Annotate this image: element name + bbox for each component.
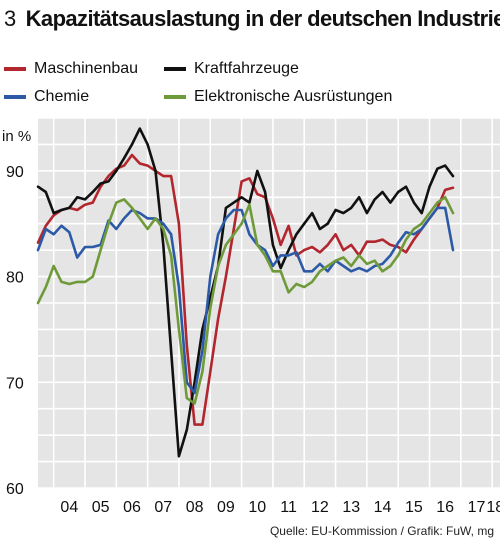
legend-label-elektronische-ausruestungen: Elektronische Ausrüstungen xyxy=(194,88,393,105)
chart-title: 3 Kapazitätsauslastung in der deutschen I… xyxy=(4,6,500,32)
chart-number: 3 xyxy=(4,6,16,31)
x-tick-label: 05 xyxy=(92,499,110,516)
y-tick-label: 70 xyxy=(6,375,24,392)
x-tick-label: 07 xyxy=(154,499,172,516)
x-tick-label: 15 xyxy=(405,499,423,516)
x-tick-label: 14 xyxy=(374,499,392,516)
x-tick-label: 12 xyxy=(311,499,329,516)
x-tick-label: 16 xyxy=(436,499,454,516)
x-tick-label: 09 xyxy=(217,499,235,516)
series-line-kraftfahrzeuge xyxy=(36,127,455,458)
legend-label-chemie: Chemie xyxy=(34,88,90,105)
x-tick-label: 04 xyxy=(60,499,78,516)
legend-item-elektronische-ausruestungen: Elektronische Ausrüstungen xyxy=(164,88,392,106)
legend-label-kraftfahrzeuge: Kraftfahrzeuge xyxy=(194,60,299,77)
legend-item-maschinenbau: Maschinenbau xyxy=(4,60,138,78)
x-tick-label: 06 xyxy=(123,499,141,516)
legend-item-chemie: Chemie xyxy=(4,88,89,106)
series-line-elektronische-ausr-stungen xyxy=(36,196,455,405)
x-tick-label: 18 xyxy=(486,499,500,516)
x-tick-label: 10 xyxy=(248,499,266,516)
y-axis-label: in % xyxy=(2,128,31,145)
x-tick-label: 13 xyxy=(342,499,360,516)
legend-swatch-elektronische-ausruestungen xyxy=(164,95,186,99)
series-line-maschinenbau xyxy=(36,153,455,426)
y-tick-label: 60 xyxy=(6,481,24,498)
legend-swatch-chemie xyxy=(4,95,26,99)
legend-label-maschinenbau: Maschinenbau xyxy=(34,60,139,77)
legend-swatch-kraftfahrzeuge xyxy=(164,67,186,71)
legend-item-kraftfahrzeuge: Kraftfahrzeuge xyxy=(164,60,299,78)
x-tick-label: 08 xyxy=(186,499,204,516)
legend-swatch-maschinenbau xyxy=(4,67,26,71)
y-tick-label: 80 xyxy=(6,270,24,287)
x-tick-label: 11 xyxy=(280,499,297,516)
x-tick-label: 17 xyxy=(468,499,486,516)
source-note: Quelle: EU-Kommission / Grafik: FuW, mg xyxy=(269,524,494,538)
chart-title-text: Kapazitätsauslastung in der deutschen In… xyxy=(25,6,500,31)
y-tick-label: 90 xyxy=(6,164,24,181)
